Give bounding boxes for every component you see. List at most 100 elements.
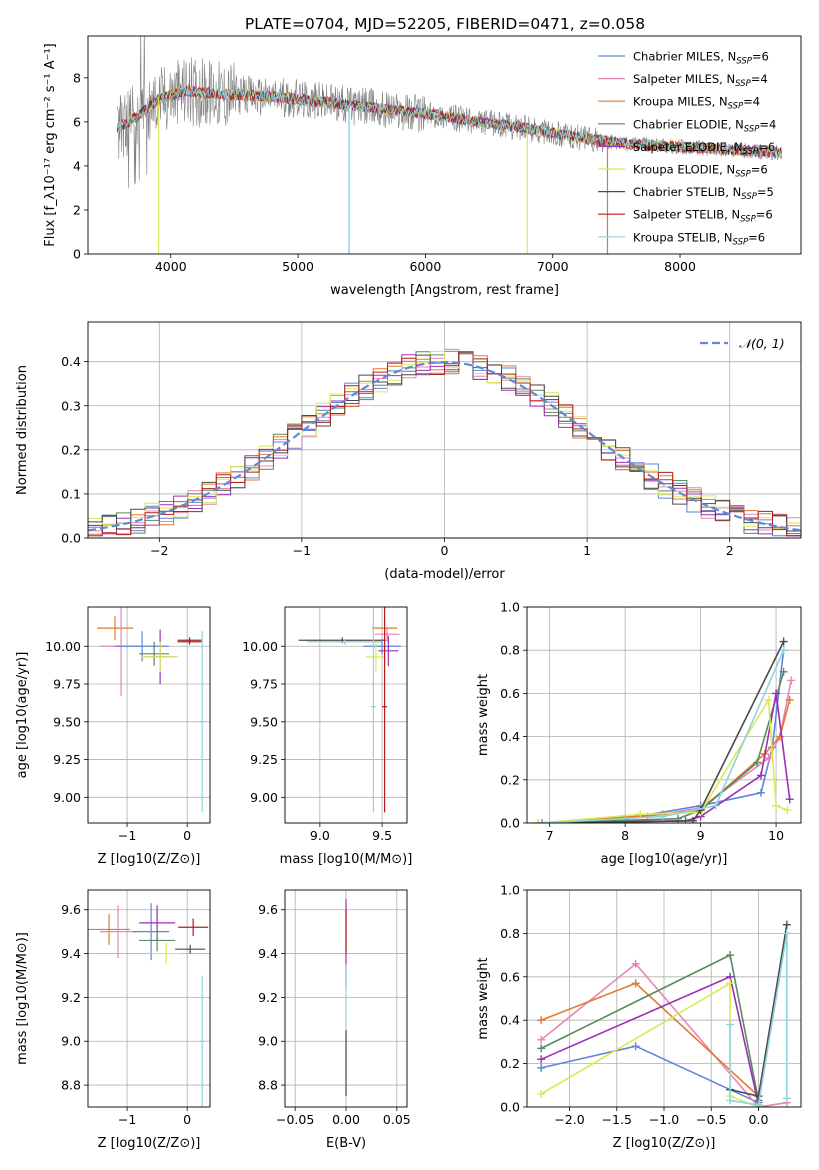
x-tick-label: 0.0 xyxy=(749,1112,769,1127)
legend-text: Salpeter STELIB, N xyxy=(633,208,740,222)
legend-text: Chabrier ELODIE, N xyxy=(633,117,744,131)
legend-text: Chabrier STELIB, N xyxy=(633,185,741,199)
y-tick-label: 9.00 xyxy=(53,790,81,805)
x-tick-label: −1 xyxy=(118,1112,136,1127)
series-salpeter_elodie xyxy=(542,693,791,823)
y-axis-label: age [log10(age/yr)] xyxy=(15,652,30,779)
legend-suffix: =4 xyxy=(751,72,768,86)
axes-frame xyxy=(87,889,211,1108)
legend-text: Kroupa MILES, N xyxy=(633,95,728,109)
legend-suffix: =4 xyxy=(743,95,760,109)
y-tick-label: 9.25 xyxy=(250,752,278,767)
plot-area xyxy=(116,36,783,254)
axes-frame xyxy=(87,321,802,539)
legend-suffix: =6 xyxy=(758,140,775,154)
y-tick-label: 10.00 xyxy=(242,639,278,654)
y-tick-label: 9.00 xyxy=(250,790,278,805)
legend-suffix: =6 xyxy=(752,50,769,64)
legend-suffix: =5 xyxy=(757,185,774,199)
legend-suffix: =6 xyxy=(756,208,773,222)
y-axis-label: mass [log10(M/M⊙)] xyxy=(15,932,30,1065)
legend-sub: SSP xyxy=(743,147,759,157)
y-tick-label: 6 xyxy=(73,114,81,129)
plot-area xyxy=(88,348,801,537)
y-tick-label: 0.6 xyxy=(500,686,520,701)
x-axis-label: wavelength [Angstrom, rest frame] xyxy=(330,283,559,298)
y-tick-label: 9.0 xyxy=(258,1034,278,1049)
legend-sub: SSP xyxy=(741,192,757,202)
legend-entry: Salpeter STELIB, NSSP=6 xyxy=(633,208,773,225)
legend-entry: Chabrier MILES, NSSP=6 xyxy=(633,50,769,67)
y-tick-label: 9.75 xyxy=(53,677,81,692)
x-tick-label: −1 xyxy=(293,543,311,558)
panel-spectrum: 4000 5000 6000 7000 8000 0 2 4 6 8 wavelength [Ang… xyxy=(43,35,802,298)
y-tick-label: 1.0 xyxy=(500,883,520,898)
legend-entry: 𝒩(0, 1) xyxy=(739,336,785,351)
x-tick-label: 1 xyxy=(583,543,591,558)
legend-text: Kroupa STELIB, N xyxy=(633,230,733,244)
x-tick-label: 9.5 xyxy=(372,828,392,843)
axes-frame xyxy=(284,606,408,824)
legend-entry: Salpeter ELODIE, NSSP=6 xyxy=(633,140,775,157)
model-kroupa_stelib xyxy=(116,85,782,159)
y-tick-label: 4 xyxy=(73,158,81,173)
x-tick-label: 9.0 xyxy=(310,828,330,843)
legend-text: Salpeter ELODIE, N xyxy=(633,140,743,154)
y-tick-label: 9.6 xyxy=(258,902,278,917)
legend-sub: SSP xyxy=(735,170,751,180)
x-tick-label: 0 xyxy=(183,1112,191,1127)
plot-area xyxy=(298,607,401,813)
x-tick-label: 4000 xyxy=(155,259,187,274)
legend-text: Kroupa ELODIE, N xyxy=(633,163,735,177)
legend-sub: SSP xyxy=(735,79,751,89)
legend-sub: SSP xyxy=(740,215,756,225)
y-tick-label: 9.75 xyxy=(250,677,278,692)
panel-mass_weight_vs_age: 7 8 9 10 0.0 0.2 0.4 0.6 0.8 1.0 age [log10(age/yr… xyxy=(476,600,802,867)
y-tick-label: 0.4 xyxy=(500,1013,520,1028)
x-tick-label: 0.00 xyxy=(332,1112,360,1127)
legend-suffix: =6 xyxy=(748,230,765,244)
y-axis-label: Flux [f_λ10⁻¹⁷ erg cm⁻² s⁻¹ A⁻¹] xyxy=(43,43,58,247)
series-kroupa_miles xyxy=(540,982,760,1097)
series-kroupa_elodie xyxy=(538,697,788,823)
y-tick-label: 8.8 xyxy=(61,1078,81,1093)
x-tick-label: 10 xyxy=(768,828,784,843)
y-tick-label: 9.4 xyxy=(61,946,81,961)
axes-frame xyxy=(284,889,408,1108)
x-tick-label: 0 xyxy=(183,828,191,843)
y-tick-label: 0.0 xyxy=(500,1100,520,1115)
series-chabrier_elodie xyxy=(542,671,785,823)
legend-entry: Salpeter MILES, NSSP=4 xyxy=(633,72,768,89)
y-tick-label: 9.25 xyxy=(53,752,81,767)
plot-area xyxy=(97,607,206,813)
y-axis-label: mass weight xyxy=(476,957,491,1039)
panel-age_vs_Z: −1 0 9.00 9.25 9.50 9.75 10.00 Z [log10(Z/Z⊙)] a… xyxy=(15,606,211,867)
x-tick-label: −2.0 xyxy=(554,1112,584,1127)
x-axis-label: E(B-V) xyxy=(326,1136,366,1151)
axes-frame xyxy=(87,35,802,255)
x-tick-label: 6000 xyxy=(409,259,441,274)
axes-frame xyxy=(87,606,211,824)
legend-text: Chabrier MILES, N xyxy=(633,50,736,64)
x-tick-label: −1.0 xyxy=(649,1112,679,1127)
y-tick-label: 9.0 xyxy=(61,1034,81,1049)
x-tick-label: −0.05 xyxy=(276,1112,314,1127)
plot-area xyxy=(88,903,209,1107)
y-tick-label: 1.0 xyxy=(500,600,520,615)
x-axis-label: (data-model)/error xyxy=(384,567,505,582)
x-tick-label: 5000 xyxy=(282,259,314,274)
legend-sub: SSP xyxy=(736,57,752,67)
plot-area xyxy=(534,637,796,823)
y-tick-label: 0.2 xyxy=(500,772,520,787)
axes-frame xyxy=(526,606,802,824)
legend-entry: Chabrier STELIB, NSSP=5 xyxy=(633,185,774,202)
normal-curve xyxy=(88,360,801,532)
legend-entry: Kroupa MILES, NSSP=4 xyxy=(633,95,760,112)
y-tick-label: 0.1 xyxy=(61,486,81,501)
x-tick-label: 2 xyxy=(726,543,734,558)
y-tick-label: 9.50 xyxy=(53,714,81,729)
x-axis-label: mass [log10(M/M⊙)] xyxy=(280,852,413,867)
legend-suffix: =4 xyxy=(759,117,776,131)
histogram-kroupa_elodie xyxy=(88,351,801,530)
